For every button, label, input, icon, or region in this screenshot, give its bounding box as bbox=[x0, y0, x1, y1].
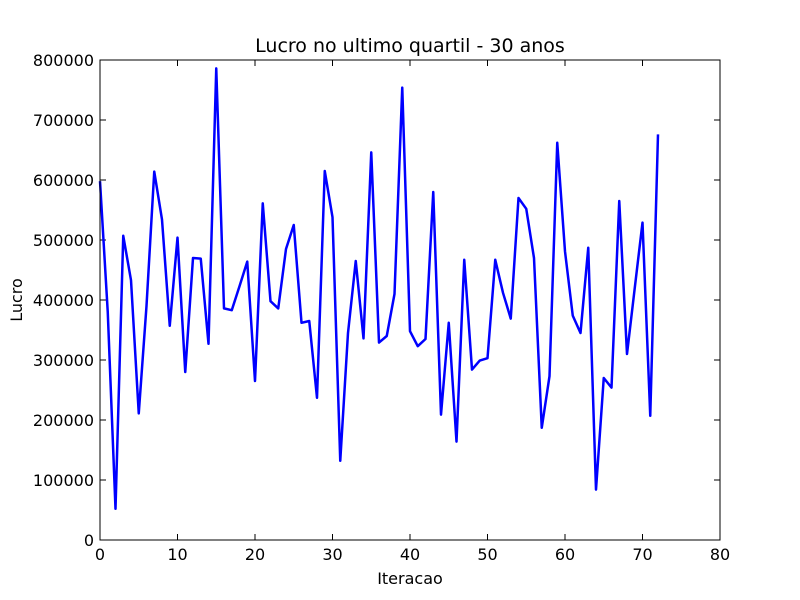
x-tick-label: 80 bbox=[710, 545, 730, 564]
y-tick-label: 100000 bbox=[33, 471, 94, 490]
y-tick-label: 400000 bbox=[33, 291, 94, 310]
x-tick-label: 30 bbox=[322, 545, 342, 564]
x-axis-label: Iteracao bbox=[377, 569, 443, 588]
x-tick-labels: 0 10 20 30 40 50 60 70 80 bbox=[95, 545, 730, 564]
x-tick-label: 40 bbox=[400, 545, 420, 564]
plot-frame bbox=[99, 59, 721, 541]
x-tick-label: 20 bbox=[245, 545, 265, 564]
y-tick-labels: 0 100000 200000 300000 400000 500000 600000 700… bbox=[33, 51, 94, 550]
x-tick-label: 10 bbox=[167, 545, 187, 564]
x-tick-label: 50 bbox=[477, 545, 497, 564]
y-tick-label: 500000 bbox=[33, 231, 94, 250]
x-tick-label: 70 bbox=[632, 545, 652, 564]
y-tick-label: 800000 bbox=[33, 51, 94, 70]
y-tick-label: 0 bbox=[84, 531, 94, 550]
chart-title: Lucro no ultimo quartil - 30 anos bbox=[255, 35, 565, 57]
data-series-line bbox=[98, 67, 660, 511]
y-axis-label: Lucro bbox=[7, 278, 26, 322]
y-tick-label: 300000 bbox=[33, 351, 94, 370]
y-tick-label: 600000 bbox=[33, 171, 94, 190]
y-tick-label: 700000 bbox=[33, 111, 94, 130]
x-tick-label: 0 bbox=[95, 545, 105, 564]
y-tick-label: 200000 bbox=[33, 411, 94, 430]
x-tick-label: 60 bbox=[555, 545, 575, 564]
